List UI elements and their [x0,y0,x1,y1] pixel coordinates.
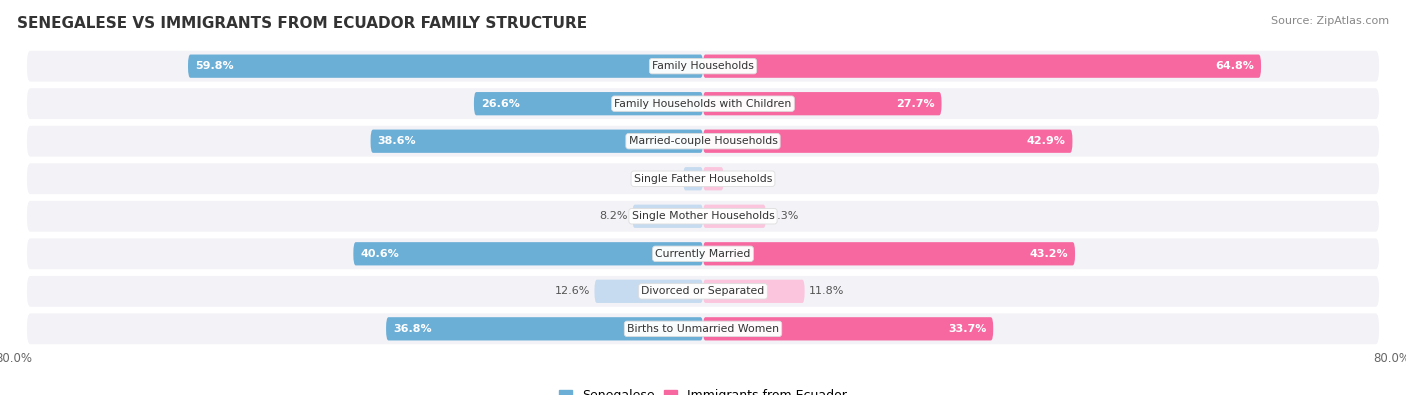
FancyBboxPatch shape [703,280,804,303]
FancyBboxPatch shape [703,130,1073,153]
FancyBboxPatch shape [703,92,942,115]
Text: 2.4%: 2.4% [728,174,756,184]
Text: 27.7%: 27.7% [896,99,935,109]
Text: 42.9%: 42.9% [1026,136,1066,146]
Text: 8.2%: 8.2% [599,211,628,221]
FancyBboxPatch shape [27,201,1379,231]
FancyBboxPatch shape [353,242,703,265]
Text: 33.7%: 33.7% [948,324,987,334]
Text: 2.3%: 2.3% [651,174,679,184]
Text: Single Mother Households: Single Mother Households [631,211,775,221]
Text: 59.8%: 59.8% [195,61,233,71]
FancyBboxPatch shape [703,205,766,228]
FancyBboxPatch shape [27,314,1379,344]
Text: 38.6%: 38.6% [377,136,416,146]
Text: Currently Married: Currently Married [655,249,751,259]
FancyBboxPatch shape [633,205,703,228]
FancyBboxPatch shape [474,92,703,115]
Text: 40.6%: 40.6% [360,249,399,259]
FancyBboxPatch shape [703,242,1076,265]
FancyBboxPatch shape [27,276,1379,307]
FancyBboxPatch shape [27,126,1379,156]
Text: 36.8%: 36.8% [392,324,432,334]
FancyBboxPatch shape [703,317,993,340]
Text: 26.6%: 26.6% [481,99,520,109]
FancyBboxPatch shape [27,239,1379,269]
Text: 43.2%: 43.2% [1029,249,1069,259]
FancyBboxPatch shape [703,55,1261,78]
Text: 64.8%: 64.8% [1215,61,1254,71]
FancyBboxPatch shape [27,88,1379,119]
FancyBboxPatch shape [27,51,1379,81]
FancyBboxPatch shape [387,317,703,340]
Text: 7.3%: 7.3% [770,211,799,221]
Text: Source: ZipAtlas.com: Source: ZipAtlas.com [1271,16,1389,26]
FancyBboxPatch shape [703,167,724,190]
Text: Births to Unmarried Women: Births to Unmarried Women [627,324,779,334]
Text: 11.8%: 11.8% [808,286,844,296]
FancyBboxPatch shape [683,167,703,190]
Text: 12.6%: 12.6% [555,286,591,296]
Text: Family Households: Family Households [652,61,754,71]
Legend: Senegalese, Immigrants from Ecuador: Senegalese, Immigrants from Ecuador [554,384,852,395]
FancyBboxPatch shape [188,55,703,78]
Text: Married-couple Households: Married-couple Households [628,136,778,146]
Text: Family Households with Children: Family Households with Children [614,99,792,109]
Text: Divorced or Separated: Divorced or Separated [641,286,765,296]
FancyBboxPatch shape [371,130,703,153]
Text: Single Father Households: Single Father Households [634,174,772,184]
FancyBboxPatch shape [595,280,703,303]
FancyBboxPatch shape [27,164,1379,194]
Text: SENEGALESE VS IMMIGRANTS FROM ECUADOR FAMILY STRUCTURE: SENEGALESE VS IMMIGRANTS FROM ECUADOR FA… [17,16,586,31]
